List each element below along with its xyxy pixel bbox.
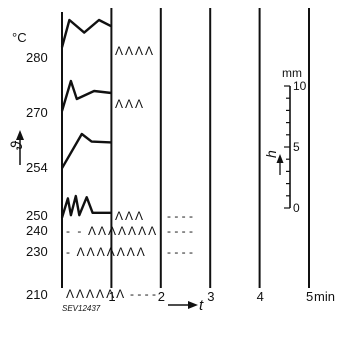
y-arrow <box>16 130 24 165</box>
scale-arrow <box>276 154 284 175</box>
marks-280: ΛΛΛΛ <box>115 44 155 58</box>
row-270: 270 ΛΛΛ <box>26 79 145 120</box>
x-tick-2: 2 <box>158 289 165 304</box>
row-240: 240 - - ΛΛΛΛΛΛΛ - - - - <box>26 223 193 238</box>
x-tick-3: 3 <box>207 289 214 304</box>
temp-label-254: 254 <box>26 160 48 175</box>
scale-label-10: 10 <box>293 79 307 93</box>
y-unit-label: °C <box>12 30 27 45</box>
scale-symbol: h <box>263 150 279 158</box>
x-tick-labels: 1 2 3 4 5 <box>108 289 313 304</box>
figure-caption: SEV12437 <box>62 304 101 313</box>
scale-symbol-group: h <box>263 150 279 158</box>
trace-270 <box>60 79 112 112</box>
scale-unit-label: mm <box>282 66 302 80</box>
marks-210: ΛΛΛΛΛΛ <box>66 287 126 301</box>
row-254: 254 <box>26 132 112 175</box>
trace-250 <box>60 194 112 218</box>
row-280: 280 ΛΛΛΛ <box>26 18 155 65</box>
temp-label-210: 210 <box>26 287 48 302</box>
row-210: 210 ΛΛΛΛΛΛ - - - - <box>26 287 156 302</box>
scale-label-5: 5 <box>293 140 300 154</box>
y-symbol-group: ϑ <box>9 140 26 150</box>
dashes-240: - - - - <box>167 224 193 238</box>
marks-270: ΛΛΛ <box>115 97 145 111</box>
dashes-250: - - - - <box>167 209 193 223</box>
temp-label-270: 270 <box>26 105 48 120</box>
scale-label-0: 0 <box>293 201 300 215</box>
trace-280 <box>60 18 112 48</box>
h-scale: 10 5 0 <box>284 79 307 215</box>
dashes-230: - - - - <box>167 245 193 259</box>
dashes-210: - - - - <box>130 287 156 301</box>
x-tick-4: 4 <box>257 289 264 304</box>
temp-label-280: 280 <box>26 50 48 65</box>
temperature-rows: 280 ΛΛΛΛ 270 ΛΛΛ 254 250 ΛΛΛ - - - - 240 - - ΛΛΛΛ… <box>26 18 193 302</box>
x-arrow <box>168 301 198 309</box>
temp-label-230: 230 <box>26 244 48 259</box>
trace-254 <box>60 132 112 169</box>
marks-250: ΛΛΛ <box>115 209 145 223</box>
temp-label-250: 250 <box>26 208 48 223</box>
row-230: 230 - ΛΛΛΛΛΛΛ - - - - <box>26 244 193 259</box>
row-250: 250 ΛΛΛ - - - - <box>26 194 193 223</box>
x-tick-5: 5 <box>306 289 313 304</box>
marks-240: - - ΛΛΛΛΛΛΛ <box>66 224 158 238</box>
y-symbol: ϑ <box>9 140 26 150</box>
x-tick-1: 1 <box>108 289 115 304</box>
x-unit-label: min <box>314 289 335 304</box>
time-gridlines <box>61 8 310 288</box>
marks-230: - ΛΛΛΛΛΛΛ <box>66 245 147 259</box>
temp-label-240: 240 <box>26 223 48 238</box>
x-symbol: t <box>199 297 204 314</box>
